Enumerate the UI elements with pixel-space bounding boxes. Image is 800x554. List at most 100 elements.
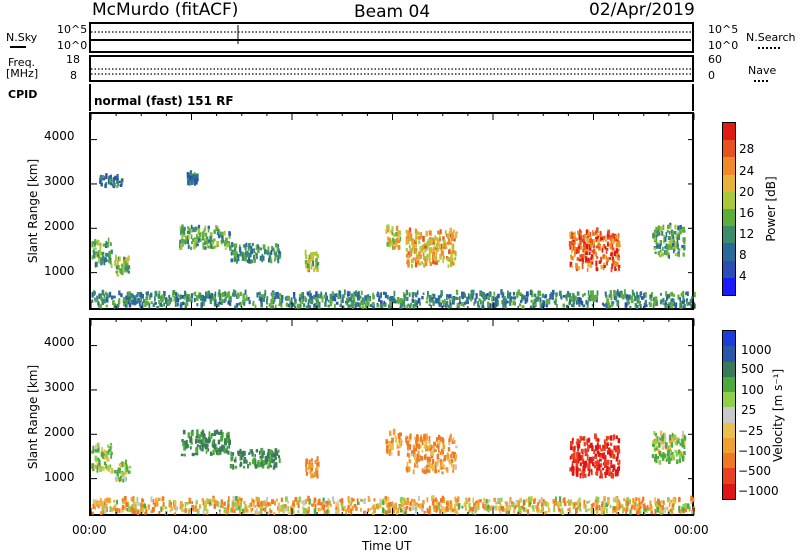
heatmap-cell — [522, 500, 525, 506]
heatmap-cell — [106, 497, 109, 503]
heatmap-cell — [671, 451, 674, 456]
heatmap-cell — [596, 446, 599, 450]
heatmap-cell — [144, 511, 147, 515]
heatmap-cell — [239, 463, 241, 468]
heatmap-cell — [470, 506, 472, 512]
heatmap-cell — [583, 234, 587, 239]
heatmap-cell — [641, 499, 644, 503]
heatmap-cell — [420, 456, 424, 461]
heatmap-cell — [616, 468, 619, 474]
heatmap-cell — [195, 436, 199, 439]
beam-title: Beam 04 — [354, 2, 431, 22]
heatmap-cell — [420, 247, 424, 253]
heatmap-cell — [179, 303, 183, 308]
heatmap-cell — [565, 296, 568, 302]
heatmap-cell — [315, 297, 319, 301]
heatmap-cell — [399, 432, 402, 437]
heatmap-cell — [608, 467, 611, 470]
heatmap-cell — [278, 455, 281, 459]
heatmap-cell — [571, 265, 574, 268]
heatmap-cell — [659, 507, 662, 513]
heatmap-cell — [434, 449, 437, 452]
heatmap-cell — [108, 464, 111, 470]
heatmap-cell — [214, 291, 217, 297]
heatmap-cell — [103, 259, 106, 266]
heatmap-cell — [583, 473, 586, 477]
heatmap-cell — [681, 290, 685, 297]
heatmap-cell — [465, 497, 468, 502]
heatmap-cell — [445, 301, 449, 307]
heatmap-cell — [588, 247, 592, 251]
heatmap-cell — [607, 436, 610, 440]
heatmap-cell — [542, 300, 545, 305]
heatmap-cell — [671, 303, 674, 309]
heatmap-cell — [111, 177, 113, 183]
heatmap-cell — [188, 294, 191, 298]
heatmap-cell — [168, 297, 172, 301]
heatmap-cell — [670, 508, 672, 512]
heatmap-cell — [618, 244, 621, 248]
heatmap-cell — [271, 245, 273, 250]
heatmap-cell — [195, 226, 198, 231]
heatmap-cell — [184, 290, 186, 296]
heatmap-cell — [396, 237, 399, 243]
heatmap-cell — [217, 229, 220, 235]
heatmap-cell — [191, 501, 193, 504]
heatmap-cell — [450, 453, 453, 459]
heatmap-cell — [307, 302, 310, 306]
heatmap-cell — [201, 498, 204, 502]
heatmap-cell — [292, 502, 295, 507]
cpid-label: CPID — [8, 88, 38, 101]
heatmap-cell — [252, 458, 256, 465]
heatmap-cell — [250, 245, 253, 249]
heatmap-cell — [487, 504, 490, 509]
heatmap-cell — [446, 455, 450, 461]
heatmap-cell — [661, 507, 664, 513]
heatmap-cell — [563, 295, 565, 298]
heatmap-cell — [662, 434, 665, 438]
heatmap-cell — [676, 237, 679, 244]
heatmap-cell — [195, 295, 199, 301]
heatmap-cell — [224, 438, 228, 443]
heatmap-cell — [253, 258, 256, 263]
heatmap-cell — [434, 464, 437, 471]
heatmap-cell — [382, 507, 385, 514]
heatmap-cell — [181, 295, 185, 299]
heatmap-cell — [327, 505, 329, 511]
heatmap-cell — [477, 501, 480, 507]
heatmap-cell — [614, 291, 617, 296]
heatmap-cell — [572, 299, 576, 304]
heatmap-cell — [253, 502, 255, 508]
heatmap-cell — [240, 497, 243, 502]
heatmap-cell — [584, 504, 587, 509]
heatmap-cell — [106, 259, 109, 263]
heatmap-cell — [676, 243, 679, 248]
heatmap-cell — [545, 301, 548, 308]
heatmap-cell — [108, 498, 110, 504]
heatmap-cell — [611, 247, 615, 251]
heatmap-cell — [437, 469, 440, 473]
heatmap-cell — [468, 293, 470, 299]
heatmap-cell — [668, 497, 670, 501]
heatmap-cell — [379, 303, 382, 308]
heatmap-cell — [266, 497, 268, 502]
heatmap-cell — [607, 229, 610, 235]
heatmap-cell — [453, 238, 456, 242]
heatmap-cell — [591, 458, 593, 464]
heatmap-cell — [145, 509, 148, 515]
heatmap-cell — [398, 443, 401, 449]
heatmap-cell — [586, 239, 590, 244]
heatmap-cell — [452, 437, 455, 442]
heatmap-cell — [443, 243, 447, 250]
heatmap-cell — [221, 298, 224, 304]
heatmap-cell — [570, 499, 572, 504]
heatmap-cell — [271, 454, 275, 458]
power-colorbar-band — [723, 243, 735, 261]
heatmap-cell — [408, 466, 411, 472]
heatmap-cell — [439, 253, 442, 260]
heatmap-cell — [277, 502, 280, 506]
heatmap-cell — [226, 509, 229, 514]
heatmap-cell — [427, 468, 431, 473]
heatmap-cell — [608, 257, 612, 260]
heatmap-cell — [99, 177, 102, 183]
